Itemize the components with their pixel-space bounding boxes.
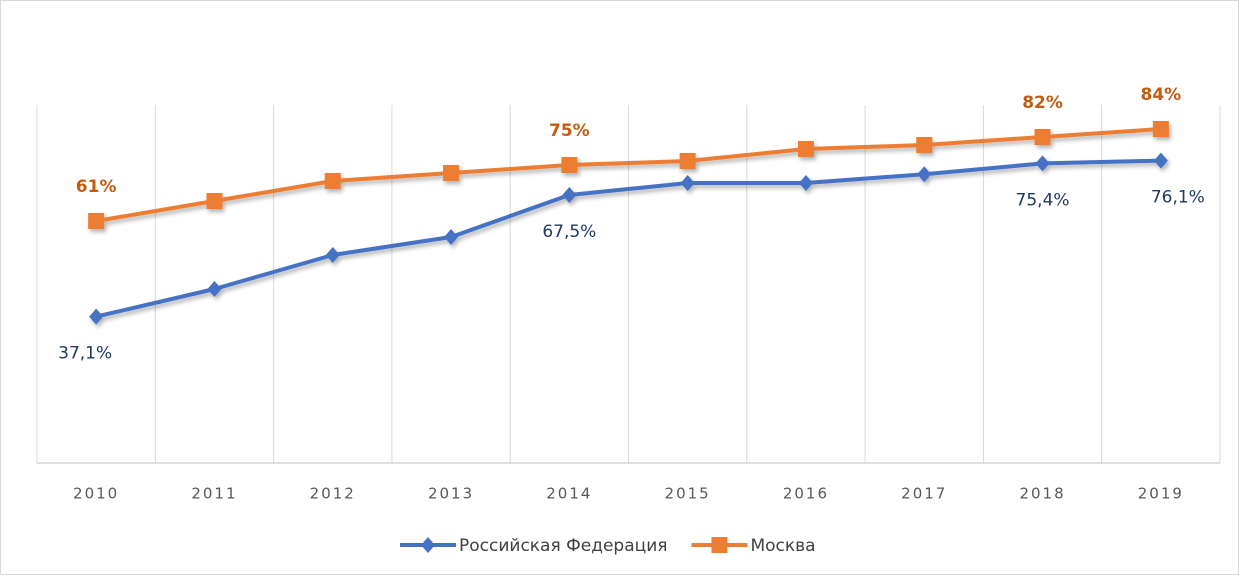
data-label: 67,5% bbox=[542, 222, 596, 242]
marker bbox=[324, 173, 341, 189]
data-label: 76,1% bbox=[1151, 188, 1205, 208]
marker bbox=[680, 175, 695, 191]
line bbox=[95, 127, 1161, 223]
data-label: 61% bbox=[76, 177, 117, 197]
x-tick-label: 2014 bbox=[546, 485, 592, 503]
marker bbox=[1034, 129, 1051, 145]
data-label: 37,1% bbox=[58, 344, 112, 364]
marker bbox=[561, 157, 578, 173]
marker bbox=[1153, 152, 1168, 169]
marker bbox=[917, 166, 932, 183]
marker bbox=[443, 165, 460, 181]
legend-label: Москва bbox=[750, 536, 815, 556]
series bbox=[89, 152, 1168, 325]
x-tick-label: 2016 bbox=[783, 485, 829, 503]
x-tick-label: 2013 bbox=[428, 485, 474, 503]
marker bbox=[207, 281, 222, 297]
data-label: 75,4% bbox=[1016, 190, 1070, 210]
marker bbox=[1035, 155, 1050, 172]
marker bbox=[797, 141, 814, 157]
data-label: 84% bbox=[1140, 85, 1181, 105]
marker bbox=[88, 213, 105, 229]
x-tick-label: 2015 bbox=[665, 485, 711, 503]
x-tick-label: 2018 bbox=[1019, 485, 1065, 503]
line bbox=[95, 158, 1161, 319]
marker bbox=[1152, 121, 1169, 137]
legend-marker bbox=[711, 537, 728, 553]
marker bbox=[798, 175, 813, 191]
marker bbox=[206, 193, 223, 209]
data-label: 82% bbox=[1022, 93, 1063, 113]
marker bbox=[562, 187, 577, 203]
x-tick-label: 2011 bbox=[191, 485, 237, 503]
marker bbox=[325, 247, 340, 263]
x-tick-label: 2012 bbox=[310, 485, 356, 503]
legend-label: Российская Федерация bbox=[459, 536, 667, 556]
series bbox=[88, 121, 1169, 229]
marker bbox=[444, 229, 459, 245]
x-tick-label: 2017 bbox=[901, 485, 947, 503]
marker bbox=[916, 137, 933, 153]
x-tick-label: 2019 bbox=[1138, 485, 1184, 503]
x-tick-label: 2010 bbox=[73, 485, 119, 503]
data-label: 75% bbox=[549, 121, 590, 141]
marker bbox=[89, 308, 104, 325]
marker bbox=[679, 153, 696, 169]
legend-marker bbox=[421, 537, 435, 553]
